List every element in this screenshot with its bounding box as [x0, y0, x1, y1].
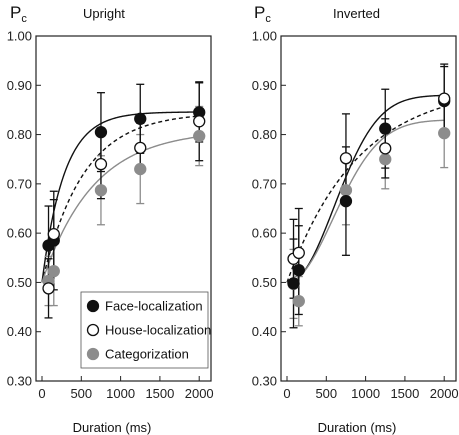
y-tick-label: 0.60 [252, 226, 277, 241]
point-house-localization [339, 152, 353, 165]
y-tick-label: 0.50 [252, 275, 277, 290]
legend-marker [86, 323, 100, 337]
point-categorization [94, 184, 108, 197]
fit-line-house-localization [286, 105, 445, 283]
panel-inverted: Pc Inverted Duration (ms) 0.30 0.40 0.50 0.… [252, 3, 459, 435]
point-categorization [47, 264, 60, 278]
x-tick-label: 1000 [351, 386, 380, 401]
fit-line-categorization [286, 119, 445, 284]
fit-line-categorization [41, 135, 200, 283]
y-tick-label: 0.80 [7, 127, 32, 142]
y-tick-label: 0.40 [252, 324, 277, 339]
ylabel-inverted: Pc [254, 3, 271, 25]
x-tick-label: 500 [315, 386, 337, 401]
fit-line-house-localization [41, 115, 200, 283]
legend-label: House-localization [105, 323, 211, 338]
point-categorization [193, 129, 206, 143]
x-tick-label: 500 [70, 386, 92, 401]
y-tick-label: 0.70 [7, 176, 32, 191]
point-house-localization [42, 282, 55, 295]
y-tick-label: 0.30 [7, 374, 32, 389]
x-tick-label: 1500 [145, 386, 174, 401]
y-tick-label: 0.50 [7, 275, 32, 290]
point-house-localization [379, 142, 392, 155]
point-house-localization [438, 92, 451, 105]
point-face-localization [379, 122, 392, 135]
y-tick-label: 1.00 [252, 29, 277, 44]
y-tick-label: 0.60 [7, 226, 32, 241]
plot-frame [280, 35, 457, 382]
xlabel-upright: Duration (ms) [73, 420, 152, 435]
x-tick-label: 1500 [390, 386, 419, 401]
x-tick-label: 1000 [106, 386, 135, 401]
point-categorization [438, 126, 451, 140]
point-house-localization [94, 157, 108, 171]
legend-label: Face-localization [105, 299, 203, 314]
legend-marker [86, 347, 100, 361]
point-face-localization [292, 263, 305, 277]
xlabel-inverted: Duration (ms) [318, 420, 397, 435]
y-tick-label: 0.90 [252, 78, 277, 93]
x-tick-label: 0 [38, 386, 45, 401]
title-inverted: Inverted [333, 6, 380, 21]
y-tick-label: 0.90 [7, 78, 32, 93]
point-house-localization [47, 227, 60, 241]
point-face-localization [134, 112, 147, 125]
plot-frame [35, 35, 212, 382]
point-categorization [134, 162, 147, 176]
fit-line-face-localization [286, 94, 445, 284]
title-upright: Upright [83, 6, 125, 21]
y-tick-label: 0.30 [252, 374, 277, 389]
point-categorization [339, 184, 353, 197]
point-face-localization [339, 194, 353, 208]
point-face-localization [94, 125, 108, 139]
panel-upright: Pc Upright Duration (ms) 0.30 0.40 0.50 0.6… [7, 3, 214, 435]
point-categorization [292, 295, 305, 308]
point-categorization [379, 153, 392, 166]
legend-marker [86, 299, 100, 313]
x-tick-label: 2000 [430, 386, 459, 401]
legend: Face-localization House-localization Categ… [80, 291, 211, 369]
y-tick-label: 1.00 [7, 29, 32, 44]
point-house-localization [292, 246, 305, 260]
legend-label: Categorization [105, 347, 189, 362]
ylabel-upright: Pc [10, 3, 27, 25]
point-face-localization [287, 277, 300, 290]
fit-line-face-localization [41, 111, 200, 283]
legend-box [80, 291, 209, 369]
y-tick-label: 0.40 [7, 324, 32, 339]
x-tick-label: 2000 [185, 386, 214, 401]
y-tick-label: 0.80 [252, 127, 277, 142]
x-tick-label: 0 [283, 386, 290, 401]
point-house-localization [134, 141, 147, 155]
point-house-localization [193, 115, 206, 128]
y-tick-label: 0.70 [252, 176, 277, 191]
